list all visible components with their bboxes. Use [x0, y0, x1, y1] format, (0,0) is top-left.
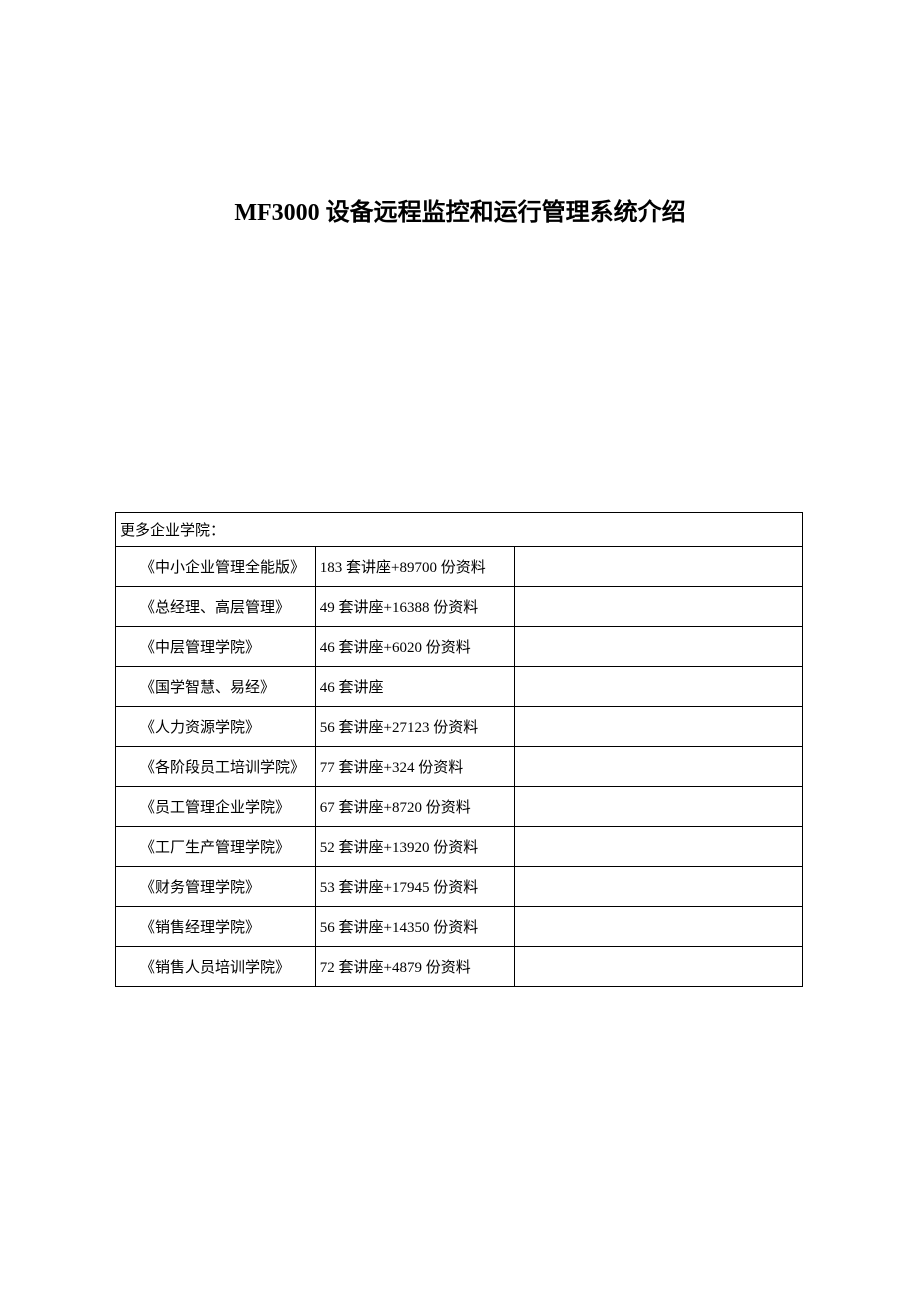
empty-cell — [515, 707, 803, 747]
course-name-cell: 《销售人员培训学院》 — [116, 947, 316, 987]
course-name-cell: 《人力资源学院》 — [116, 707, 316, 747]
empty-cell — [515, 587, 803, 627]
table-row: 《人力资源学院》 56 套讲座+27123 份资料 — [116, 707, 803, 747]
table-row: 《工厂生产管理学院》 52 套讲座+13920 份资料 — [116, 827, 803, 867]
course-name-cell: 《销售经理学院》 — [116, 907, 316, 947]
table-header-cell: 更多企业学院： — [116, 513, 803, 547]
empty-cell — [515, 827, 803, 867]
empty-cell — [515, 547, 803, 587]
empty-cell — [515, 947, 803, 987]
course-content-cell: 53 套讲座+17945 份资料 — [315, 867, 515, 907]
table-row: 《销售经理学院》 56 套讲座+14350 份资料 — [116, 907, 803, 947]
page-title: MF3000 设备远程监控和运行管理系统介绍 — [0, 192, 920, 227]
course-table-container: 更多企业学院： 《中小企业管理全能版》 183 套讲座+89700 份资料 《总… — [115, 512, 803, 987]
course-name-cell: 《工厂生产管理学院》 — [116, 827, 316, 867]
course-table: 更多企业学院： 《中小企业管理全能版》 183 套讲座+89700 份资料 《总… — [115, 512, 803, 987]
empty-cell — [515, 787, 803, 827]
course-name-cell: 《财务管理学院》 — [116, 867, 316, 907]
table-row: 《国学智慧、易经》 46 套讲座 — [116, 667, 803, 707]
course-name-cell: 《员工管理企业学院》 — [116, 787, 316, 827]
empty-cell — [515, 747, 803, 787]
course-content-cell: 72 套讲座+4879 份资料 — [315, 947, 515, 987]
course-name-cell: 《各阶段员工培训学院》 — [116, 747, 316, 787]
table-row: 《销售人员培训学院》 72 套讲座+4879 份资料 — [116, 947, 803, 987]
course-content-cell: 77 套讲座+324 份资料 — [315, 747, 515, 787]
course-name-cell: 《中层管理学院》 — [116, 627, 316, 667]
course-content-cell: 46 套讲座 — [315, 667, 515, 707]
empty-cell — [515, 907, 803, 947]
table-row: 《各阶段员工培训学院》 77 套讲座+324 份资料 — [116, 747, 803, 787]
table-row: 《员工管理企业学院》 67 套讲座+8720 份资料 — [116, 787, 803, 827]
course-content-cell: 183 套讲座+89700 份资料 — [315, 547, 515, 587]
course-content-cell: 46 套讲座+6020 份资料 — [315, 627, 515, 667]
course-name-cell: 《中小企业管理全能版》 — [116, 547, 316, 587]
course-content-cell: 67 套讲座+8720 份资料 — [315, 787, 515, 827]
course-content-cell: 52 套讲座+13920 份资料 — [315, 827, 515, 867]
course-name-cell: 《总经理、高层管理》 — [116, 587, 316, 627]
course-content-cell: 56 套讲座+14350 份资料 — [315, 907, 515, 947]
table-header-row: 更多企业学院： — [116, 513, 803, 547]
course-content-cell: 49 套讲座+16388 份资料 — [315, 587, 515, 627]
empty-cell — [515, 667, 803, 707]
table-row: 《中小企业管理全能版》 183 套讲座+89700 份资料 — [116, 547, 803, 587]
table-row: 《中层管理学院》 46 套讲座+6020 份资料 — [116, 627, 803, 667]
table-row: 《总经理、高层管理》 49 套讲座+16388 份资料 — [116, 587, 803, 627]
table-row: 《财务管理学院》 53 套讲座+17945 份资料 — [116, 867, 803, 907]
empty-cell — [515, 627, 803, 667]
course-content-cell: 56 套讲座+27123 份资料 — [315, 707, 515, 747]
course-name-cell: 《国学智慧、易经》 — [116, 667, 316, 707]
empty-cell — [515, 867, 803, 907]
